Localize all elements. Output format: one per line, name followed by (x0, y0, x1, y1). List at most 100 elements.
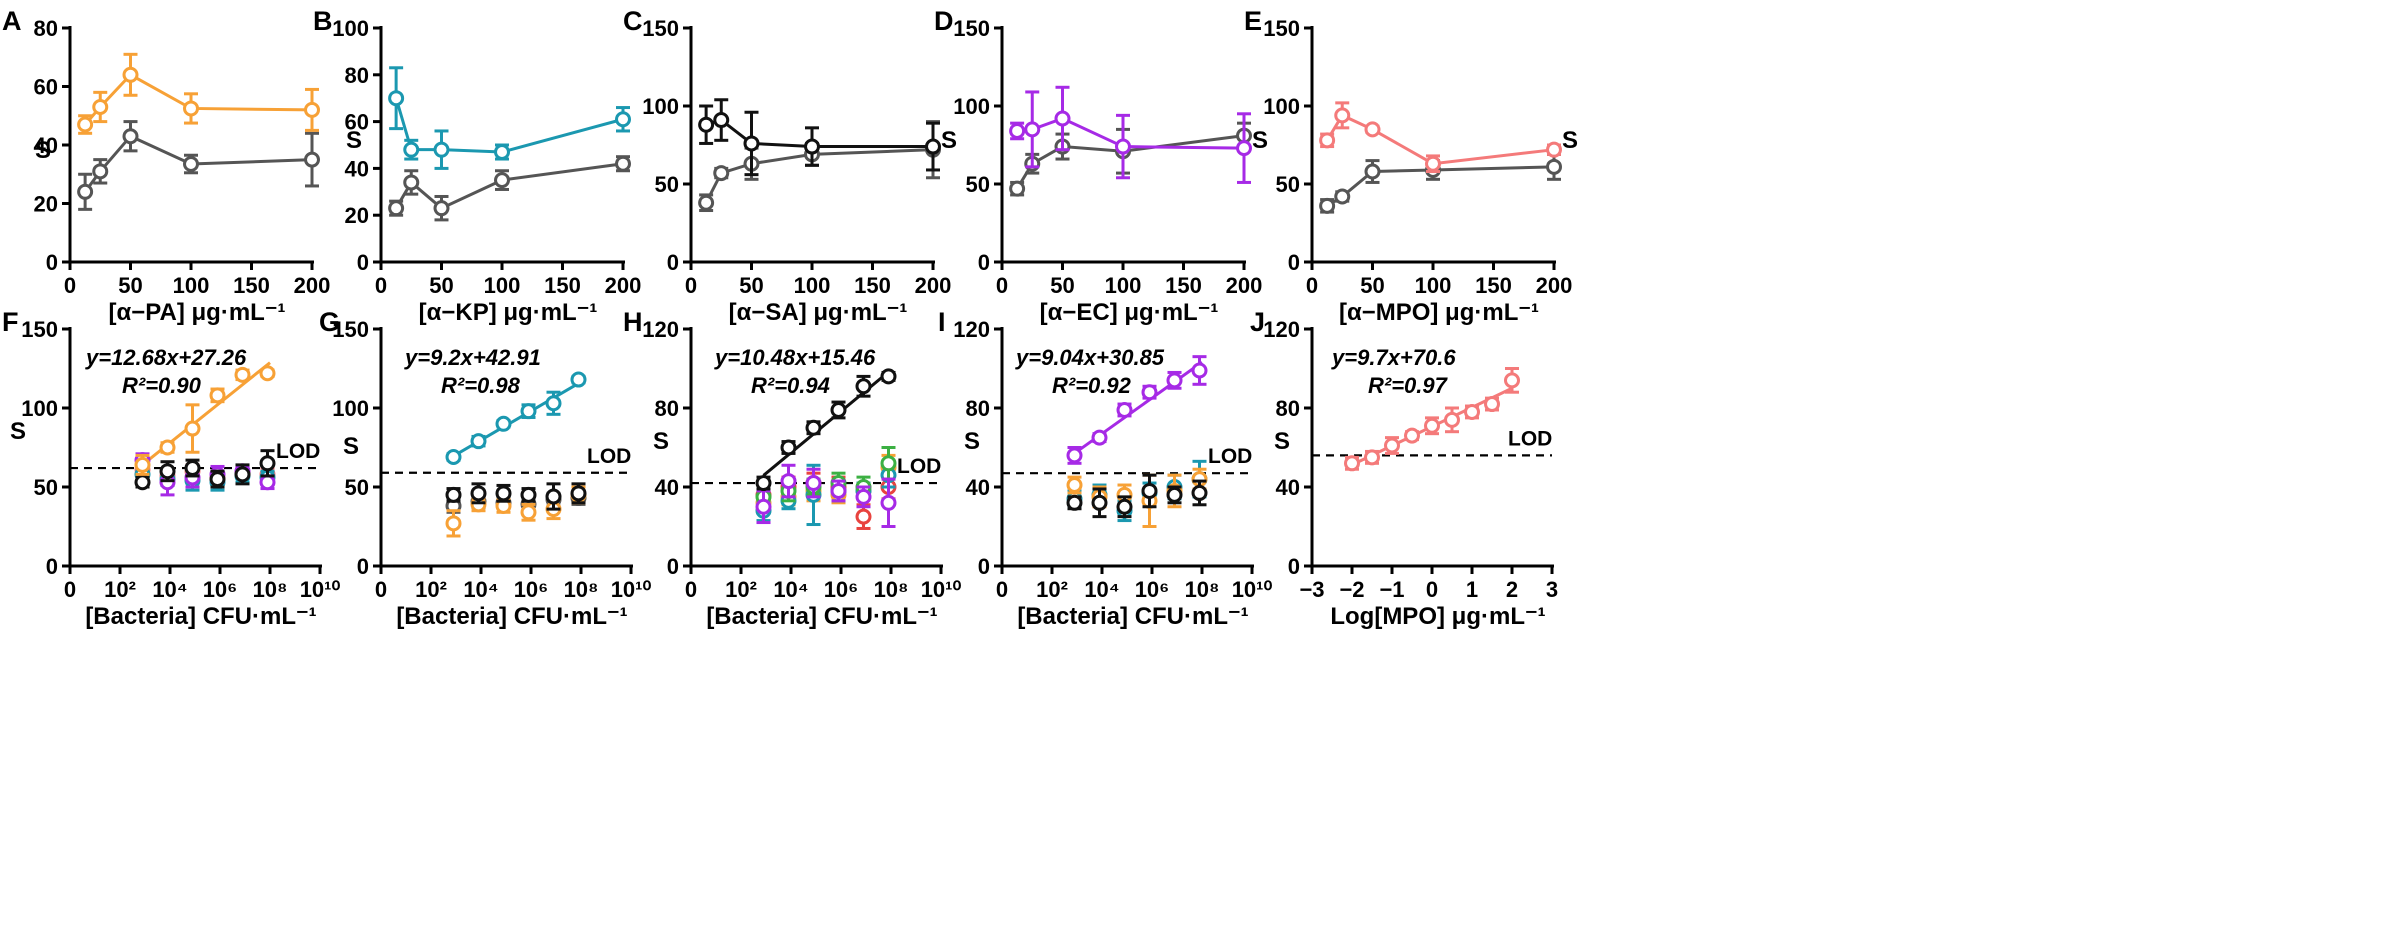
x-tick-label: 10² (1036, 577, 1068, 602)
data-point (1116, 498, 1133, 515)
data-point (1334, 188, 1351, 205)
x-tick-label: 10² (415, 577, 447, 602)
x-tick-label: 0 (996, 577, 1008, 602)
x-tick-label: 0 (685, 577, 697, 602)
y-tick-label: 150 (953, 16, 990, 41)
data-point (1384, 437, 1400, 454)
panel-e: E 0 50 100 150 0 50 100 150 200[α−MPO] μg·mL⁻¹ S (1244, 6, 1578, 326)
series-control-3 (1066, 459, 1208, 523)
y-tick-label: 50 (345, 475, 369, 500)
data-point (1009, 180, 1026, 197)
x-tick-label: 0 (685, 273, 697, 298)
x-tick-label: 50 (1360, 273, 1384, 298)
y-tick-label: 50 (655, 172, 679, 197)
panel-letter: F (2, 307, 19, 337)
data-point (122, 128, 139, 145)
data-point (520, 504, 537, 521)
data-point (804, 138, 820, 155)
x-tick-label: 200 (1536, 273, 1573, 298)
x-tick-label: 0 (64, 577, 76, 602)
data-point (184, 460, 201, 477)
y-tick-label: 20 (345, 203, 369, 228)
y-tick-label: 100 (332, 396, 369, 421)
data-point (743, 135, 760, 152)
y-tick-label: 100 (332, 16, 369, 41)
x-tick-label: 10⁴ (773, 577, 808, 602)
data-point (615, 155, 631, 172)
data-point (855, 378, 872, 395)
y-tick-label: 0 (978, 554, 990, 579)
data-point (520, 403, 537, 420)
series-specific (77, 52, 320, 135)
data-point (1115, 138, 1131, 155)
x-tick-label: 10⁶ (514, 577, 549, 602)
data-point (259, 365, 276, 382)
series-control (77, 120, 320, 211)
data-point (1424, 417, 1440, 434)
data-point (925, 138, 941, 155)
y-tick-label: 40 (345, 156, 369, 181)
y-tick-label: 40 (966, 475, 990, 500)
data-point (445, 515, 462, 532)
x-tick-label: 1 (1466, 577, 1478, 602)
series-control (1319, 152, 1562, 214)
series-target (1344, 367, 1520, 472)
data-point (615, 111, 631, 128)
x-tick-label: 200 (294, 273, 331, 298)
data-point (403, 141, 420, 158)
panel-letter: E (1244, 6, 1262, 36)
y-tick-label: 120 (1263, 317, 1300, 342)
series-target (134, 365, 276, 476)
y-axis-title: S (1562, 127, 1578, 154)
fit-equation: y=9.7x+70.6 (1331, 345, 1456, 370)
data-point (1066, 494, 1083, 511)
data-point (209, 387, 226, 404)
series-control-2 (1066, 467, 1208, 528)
data-point (698, 116, 715, 133)
y-tick-label: 50 (1276, 172, 1300, 197)
panel-g: G 0 50 100 150 0 10² 10⁴ 10⁶ 10⁸ 10¹⁰[Bacteria] CF… (319, 307, 651, 630)
data-point (830, 401, 847, 418)
data-point (1319, 197, 1336, 214)
fit-r-squared: R²=0.97 (1368, 373, 1449, 398)
series-control-1 (445, 482, 587, 511)
x-tick-label: 50 (1050, 273, 1074, 298)
data-point (780, 439, 797, 456)
data-point (1484, 396, 1500, 413)
y-tick-label: 150 (642, 16, 679, 41)
y-tick-label: 60 (345, 110, 369, 135)
y-axis-title: S (941, 127, 957, 154)
data-point (1166, 486, 1183, 503)
fit-equation: y=9.2x+42.91 (404, 345, 541, 370)
series-control-1 (755, 463, 897, 528)
y-axis-title: S (1252, 127, 1268, 154)
data-point (433, 141, 450, 158)
series-control-3 (134, 466, 276, 492)
panel-h: H 0 40 80 120 0 10² 10⁴ 10⁶ 10⁸ 10¹⁰[Bacteria] CFU… (623, 307, 961, 630)
data-point (1444, 411, 1460, 428)
data-point (1319, 132, 1336, 149)
series-specific (1009, 85, 1252, 184)
y-tick-label: 0 (667, 554, 679, 579)
y-tick-label: 0 (46, 250, 58, 275)
data-point (1236, 140, 1252, 157)
series-control-3 (755, 461, 897, 527)
data-point (1404, 427, 1420, 444)
data-point (209, 471, 226, 488)
panel-i: I 0 40 80 120 0 10² 10⁴ 10⁶ 10⁸ 10¹⁰[Bacteria] CFU… (938, 307, 1272, 630)
x-axis-title: [α−EC] μg·mL⁻¹ (1040, 299, 1219, 326)
panel-letter: D (934, 6, 954, 36)
x-tick-label: 10⁶ (203, 577, 238, 602)
x-tick-label: 150 (544, 273, 581, 298)
data-point (698, 194, 715, 211)
y-axis-title: S (653, 428, 669, 455)
data-point (494, 144, 510, 161)
y-tick-label: 0 (1288, 250, 1300, 275)
y-axis-title: S (35, 137, 51, 164)
data-point (1464, 403, 1480, 420)
x-tick-label: 10⁶ (1135, 577, 1170, 602)
x-tick-label: 10⁸ (564, 577, 599, 602)
fit-r-squared: R²=0.94 (751, 373, 830, 398)
series-line (394, 162, 624, 210)
data-point (77, 116, 94, 133)
